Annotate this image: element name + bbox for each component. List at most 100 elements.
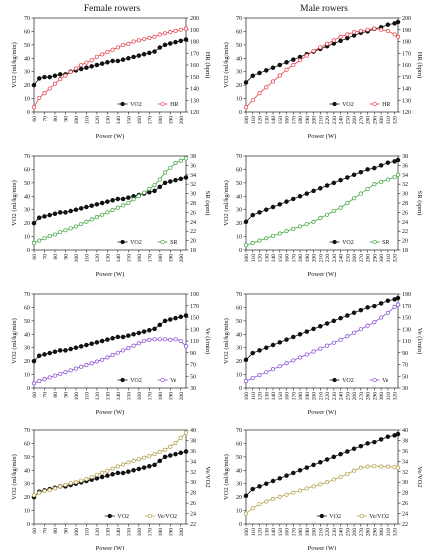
x-tick-label: 150 [278,528,284,537]
y-tick-label: 10 [24,509,30,515]
y-axis-label: VO2 (ml/kg/min) [11,454,18,500]
data-point [100,212,105,217]
y-axis-label: VO2 (ml/kg/min) [223,318,230,364]
y2-tick-label: 150 [190,316,199,322]
data-point [358,465,363,470]
data-point [243,493,249,499]
data-point [183,156,189,161]
data-point [84,363,89,368]
x-tick-label: 90 [63,528,69,534]
data-point [84,477,89,482]
data-point [250,375,255,381]
x-tick-label: 200 [179,254,185,263]
data-point [365,305,370,310]
x-tick-label: 110 [84,254,90,262]
data-point [250,486,256,492]
y2-tick-label: 38 [402,438,408,444]
data-point [57,348,63,353]
x-tick-label: 110 [84,116,90,124]
data-point [94,215,99,220]
plot-frame [33,429,187,525]
data-point [168,453,173,458]
data-point [351,310,357,316]
x-axis-label: Power (W) [96,409,125,416]
y-tick-label: 40 [24,332,30,338]
data-point [372,320,377,325]
x-tick-label: 140 [116,116,122,125]
data-point [304,465,310,470]
plot-frame [33,155,187,251]
x-tick-label: 230 [332,392,338,401]
data-point [94,359,99,364]
data-point [110,58,115,64]
y-tick-label: 10 [24,235,30,241]
x-tick-label: 260 [352,116,358,125]
y2-tick-label: 200 [190,16,199,22]
data-point [121,203,126,208]
y2-tick-label: 30 [402,386,408,392]
data-point [365,323,370,328]
y2-tick-label: 40 [402,428,408,434]
data-point [345,175,350,180]
data-point [141,465,147,470]
data-point [157,45,163,50]
x-tick-label: 120 [258,116,264,125]
y-tick-label: 40 [24,468,30,474]
data-point [183,344,189,349]
data-point [291,226,296,231]
data-point [136,38,141,43]
y2-tick-label: 30 [402,480,408,486]
data-point [79,478,84,483]
data-point [126,333,131,338]
y-axis-label: VO2 (ml/kg/min) [223,42,230,88]
data-point [297,488,303,493]
data-point [110,47,115,52]
data-point [264,236,269,241]
data-point [110,466,115,471]
data-point [372,463,377,469]
data-point [42,74,47,80]
data-point [57,72,63,77]
x-tick-label: 180 [298,528,304,537]
x-tick-label: 100 [244,116,250,125]
y2-axis-label: Ve/VO2 [416,466,423,487]
male-hr-panel: 100 110 120 130 140 150 160 170 180 190 200 210 220 2… [223,16,423,140]
data-point [47,212,52,218]
y2-tick-label: 30 [190,192,196,198]
y2-tick-label: 200 [402,16,411,22]
x-tick-label: 180 [158,392,164,401]
data-point [168,179,173,184]
y2-tick-label: 26 [402,210,408,216]
y-axis-label: VO2 (ml/kg/min) [223,180,230,226]
x-tick-label: 230 [332,116,338,125]
x-tick-label: 180 [158,528,164,537]
x-tick-label: 200 [179,528,185,537]
series-line-ve [245,304,399,382]
data-point [304,329,310,334]
data-point [270,478,276,484]
x-tick-label: 150 [126,116,132,125]
data-point [178,38,184,44]
y-tick-label: 50 [236,455,242,461]
x-tick-label: 60 [32,528,38,534]
y-tick-label: 10 [24,373,30,379]
data-point [79,62,84,68]
y-tick-label: 10 [236,509,242,515]
data-point [68,481,73,486]
x-tick-label: 140 [271,528,277,537]
y-tick-label: 0 [239,110,242,116]
data-point [173,337,178,342]
x-tick-label: 200 [179,392,185,401]
data-point [297,224,303,229]
x-tick-label: 100 [74,528,80,537]
x-tick-label: 270 [359,116,365,125]
data-point [284,361,289,366]
data-point [264,481,269,486]
data-point [63,73,68,78]
data-point [99,338,105,344]
data-point [250,73,256,78]
y-tick-label: 30 [236,208,242,214]
y-tick-label: 20 [24,83,30,89]
data-point [152,34,157,39]
data-point [257,210,262,215]
